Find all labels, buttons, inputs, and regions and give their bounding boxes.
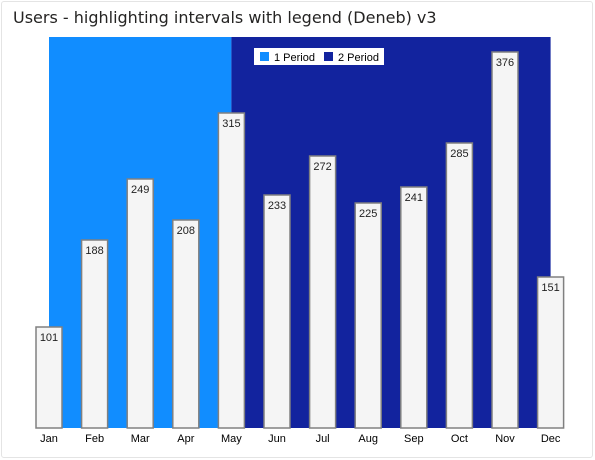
x-tick-nov: Nov [495,433,515,445]
data-label-feb: 188 [85,245,103,257]
bar-mar [126,178,154,429]
bar-jun [263,194,291,429]
x-tick-aug: Aug [358,433,378,445]
x-tick-sep: Sep [404,433,424,445]
data-label-sep: 241 [405,192,423,204]
data-label-oct: 285 [450,148,468,160]
bar-may [217,112,246,429]
x-tick-dec: Dec [541,433,561,445]
data-label-jul: 272 [313,161,331,173]
legend-label-1: 1 Period [274,52,315,64]
data-label-nov: 376 [496,57,514,69]
x-tick-oct: Oct [451,433,468,445]
bar-sep [400,186,428,429]
legend-swatch-2 [324,52,333,61]
chart-title: Users - highlighting intervals with lege… [13,8,437,27]
x-tick-jul: Jul [316,433,330,445]
bar-feb [80,239,109,429]
data-label-dec: 151 [541,282,559,294]
bar-jan [35,326,63,429]
bar-jul [308,155,337,429]
data-label-aug: 225 [359,208,377,220]
x-tick-jan: Jan [40,433,58,445]
x-tick-apr: Apr [177,433,194,445]
bar-dec [536,276,565,429]
bar-oct [445,142,474,429]
x-tick-feb: Feb [85,433,104,445]
data-label-may: 315 [222,118,240,130]
x-tick-mar: Mar [131,433,150,445]
data-label-apr: 208 [177,225,195,237]
x-tick-may: May [221,433,242,445]
data-label-mar: 249 [131,184,149,196]
bar-apr [172,219,200,429]
bar-aug [354,202,382,429]
x-tick-jun: Jun [268,433,286,445]
legend-box [254,48,384,65]
data-label-jun: 233 [268,200,286,212]
legend-swatch-1 [260,52,269,61]
data-label-jan: 101 [40,332,58,344]
bar-nov [491,51,519,429]
legend-label-2: 2 Period [338,52,379,64]
